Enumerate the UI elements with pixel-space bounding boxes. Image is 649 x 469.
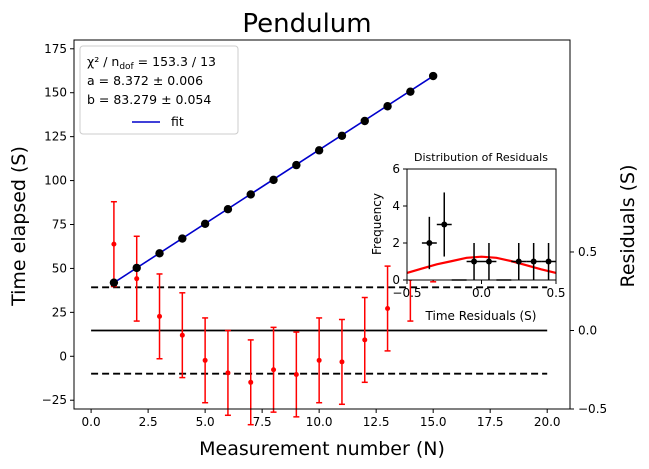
data-point [155, 249, 164, 258]
y-tick-label: 150 [44, 86, 67, 100]
legend-box [79, 45, 239, 135]
data-point [337, 131, 347, 140]
data-point [406, 87, 415, 96]
residual-point [157, 313, 163, 319]
y-tick-label: −25 [42, 393, 67, 407]
hist-point [485, 258, 492, 265]
y-tick-label: 25 [52, 305, 67, 319]
x-tick-label: 10.0 [306, 415, 333, 429]
residual-point [248, 379, 254, 385]
legend-a: a = 8.372 ± 0.006 [87, 73, 203, 88]
hist-point [530, 258, 537, 265]
residual-point [316, 357, 322, 363]
y-tick-label: 175 [44, 42, 67, 56]
x-tick-label: 15.0 [420, 415, 447, 429]
legend-chi2: χ² / ndof = 153.3 / 13 [87, 54, 216, 72]
data-point [428, 71, 438, 81]
y-tick-label: 100 [44, 174, 67, 188]
data-point [132, 263, 141, 273]
inset-y-tick-label: 2 [392, 236, 400, 250]
y-tick-label: 0 [59, 349, 67, 363]
data-point [383, 102, 392, 111]
residual-tick-label: 0.5 [578, 245, 597, 259]
residuals-axis-label: Residuals (S) [617, 164, 639, 287]
gaussian-curve [406, 255, 557, 275]
x-tick-label: 0.0 [82, 415, 101, 429]
residual-point [111, 241, 117, 247]
hist-point [441, 221, 448, 228]
inset-plot: −0.5 0.0 0.5 0 2 4 6 [392, 162, 565, 300]
hist-point [545, 258, 552, 265]
data-point [269, 175, 278, 185]
residual-point [385, 306, 391, 312]
data-point [314, 146, 324, 155]
y-tick-label: 125 [44, 130, 67, 144]
residual-point [134, 276, 140, 282]
inset-x-axis-label: Time Residuals (S) [425, 309, 537, 323]
data-point [178, 234, 187, 243]
residual-point [293, 371, 299, 377]
x-tick-label: 7.5 [253, 415, 272, 429]
residual-point [225, 370, 231, 376]
y-tick-label: 75 [52, 218, 67, 232]
inset-y-axis-label: Frequency [370, 193, 384, 255]
x-tick-label: 12.5 [363, 415, 390, 429]
residual-point [362, 337, 368, 343]
legend-fit-label: fit [171, 114, 184, 129]
residual-point [339, 359, 345, 365]
y-axis-label: Time elapsed (S) [8, 146, 30, 307]
residual-point [271, 367, 277, 373]
inset-x-tick-label: −0.5 [392, 286, 421, 300]
chart-title: Pendulum [242, 9, 371, 39]
data-point [109, 278, 119, 287]
data-point [246, 190, 255, 199]
residual-point [179, 332, 185, 338]
data-point [360, 116, 369, 126]
inset-x-tick-label: 0.0 [472, 286, 491, 300]
x-tick-label: 2.5 [139, 415, 158, 429]
inset-y-tick-label: 4 [392, 199, 400, 213]
residual-point [202, 357, 208, 363]
data-point [223, 205, 233, 214]
x-axis-label: Measurement number (N) [199, 438, 445, 460]
main-plot: 0.0 2.5 5.0 7.5 10.0 12.5 15.0 17.5 20.0−2502550… [42, 39, 607, 429]
hist-point [426, 240, 433, 246]
hist-point [471, 258, 478, 265]
hist-point [515, 258, 522, 265]
residual-tick-label: 0.0 [578, 323, 597, 337]
x-tick-label: 20.0 [534, 415, 561, 429]
data-point [292, 160, 301, 170]
inset-x-tick-label: 0.5 [546, 286, 565, 300]
x-tick-label: 17.5 [477, 415, 504, 429]
y-tick-label: 50 [52, 261, 67, 275]
legend-b: b = 83.279 ± 0.054 [87, 92, 211, 107]
inset-y-tick-label: 6 [392, 162, 400, 176]
data-point [200, 219, 210, 228]
inset-title: Distribution of Residuals [414, 151, 548, 164]
x-tick-label: 5.0 [196, 415, 215, 429]
inset-y-tick-label: 0 [392, 273, 400, 287]
residual-tick-label: −0.5 [578, 402, 607, 416]
